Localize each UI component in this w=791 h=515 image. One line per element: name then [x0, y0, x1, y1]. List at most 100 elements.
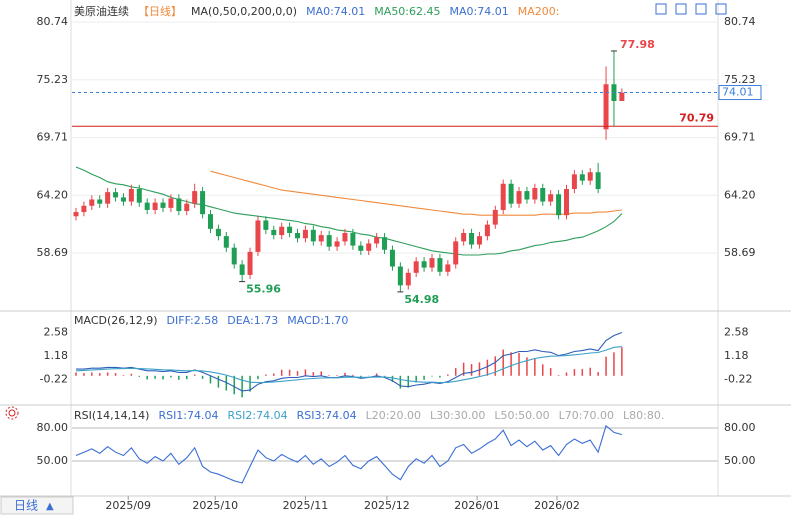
- candle-body: [500, 183, 506, 210]
- candle-body: [342, 233, 348, 242]
- close-icon[interactable]: [715, 3, 727, 15]
- candle-body: [579, 174, 585, 181]
- y-tick-label: 64.20: [37, 188, 69, 201]
- candle-body: [429, 258, 435, 268]
- candle-body: [437, 258, 443, 272]
- candle-body: [207, 214, 213, 229]
- y-tick-label: 58.69: [724, 246, 756, 259]
- candle-body: [113, 192, 119, 198]
- y-tick-label: 50.00: [724, 454, 756, 467]
- candle-body: [247, 251, 253, 275]
- legend-item: RSI(14,14,14): [74, 409, 149, 422]
- candle-body: [200, 191, 206, 215]
- candle-body: [239, 264, 245, 275]
- price-tag: [718, 85, 762, 101]
- low-label: 55.96: [246, 283, 281, 296]
- candle-body: [192, 191, 198, 204]
- indicator-line: [76, 331, 623, 392]
- legend-item: RSI2:74.04: [228, 409, 288, 422]
- candle-body: [287, 226, 293, 234]
- candle-body: [484, 224, 490, 237]
- candle-body: [231, 247, 237, 265]
- x-tick-label: 2026/01: [454, 499, 500, 512]
- candle-body: [421, 261, 427, 268]
- period-button-arrow[interactable]: ▲: [46, 501, 54, 512]
- x-tick-label: 2025/09: [105, 499, 151, 512]
- legend-item: MA200:: [518, 5, 560, 18]
- candle-body: [73, 212, 79, 217]
- candle-body: [255, 220, 261, 252]
- candle-body: [563, 189, 569, 216]
- candle-body: [366, 243, 372, 251]
- y-tick-label: 69.71: [724, 131, 756, 144]
- indicator-line: [75, 346, 622, 384]
- legend-item: L30:30.00: [430, 409, 485, 422]
- restore-icon[interactable]: [695, 3, 707, 15]
- candle-body: [136, 189, 142, 203]
- x-tick-label: 2025/10: [192, 499, 238, 512]
- legend-item: L20:20.00: [366, 409, 421, 422]
- y-tick-label: 58.69: [37, 246, 69, 259]
- candle-body: [358, 245, 364, 251]
- candle-body: [516, 191, 522, 204]
- candle-body: [89, 199, 95, 206]
- y-tick-label: 80.74: [37, 15, 69, 28]
- legend-item: L70:70.00: [559, 409, 614, 422]
- candle-body: [603, 84, 609, 130]
- legend-item: L50:50.00: [494, 409, 549, 422]
- sun-icon-rays: [5, 406, 19, 420]
- y-tick-label: 2.58: [724, 325, 749, 338]
- sun-icon-core: [8, 409, 16, 417]
- candle-body: [587, 172, 593, 181]
- y-tick-label: -0.22: [40, 372, 68, 385]
- y-tick-label: 1.18: [724, 349, 749, 362]
- period-button-label[interactable]: 日线: [14, 499, 38, 513]
- candle-body: [160, 202, 166, 208]
- y-tick-label: 75.23: [724, 73, 756, 86]
- candle-body: [105, 192, 111, 204]
- candle-body: [619, 92, 625, 102]
- candle-body: [97, 199, 103, 204]
- y-tick-label: -0.22: [724, 372, 752, 385]
- indicator-line: [210, 170, 622, 216]
- candle-body: [469, 233, 475, 245]
- legend-item: RSI3:74.04: [297, 409, 357, 422]
- candle-body: [326, 235, 332, 247]
- legend-item: RSI1:74.04: [158, 409, 218, 422]
- candle-body: [524, 191, 530, 200]
- high-label: 77.98: [620, 38, 655, 51]
- candle-body: [295, 233, 301, 239]
- legend-item: L80:80.: [623, 409, 664, 422]
- expand-icon[interactable]: [655, 3, 667, 15]
- x-tick-label: 2025/11: [283, 499, 329, 512]
- candle-body: [318, 235, 324, 242]
- x-tick-label: 2025/12: [364, 499, 410, 512]
- candle-body: [310, 229, 316, 242]
- settings-icon[interactable]: [675, 3, 687, 15]
- period-button[interactable]: [0, 496, 74, 515]
- toolbar-icons: [655, 3, 727, 15]
- candle-body: [223, 236, 229, 248]
- candle-body: [271, 229, 277, 236]
- candle-body: [279, 226, 285, 236]
- sun-icon: [5, 406, 19, 420]
- candle-body: [128, 189, 134, 202]
- candle-body: [120, 197, 126, 202]
- candle-body: [453, 241, 459, 265]
- y-tick-label: 64.20: [724, 188, 756, 201]
- candle-body: [461, 233, 467, 242]
- legend-item: MA0:74.01: [450, 5, 509, 18]
- candle-body: [595, 172, 601, 190]
- y-tick-label: 2.58: [44, 325, 69, 338]
- candle-body: [81, 205, 87, 213]
- low-label: 54.98: [404, 293, 439, 306]
- candle-body: [571, 174, 577, 190]
- x-tick-label: 2026/02: [534, 499, 580, 512]
- candle-body: [397, 266, 403, 286]
- legend-item: DEA:1.73: [227, 314, 278, 327]
- candle-body: [334, 241, 340, 247]
- legend-item: MACD:1.70: [287, 314, 348, 327]
- candle-body: [215, 228, 221, 237]
- candle-body: [152, 202, 158, 210]
